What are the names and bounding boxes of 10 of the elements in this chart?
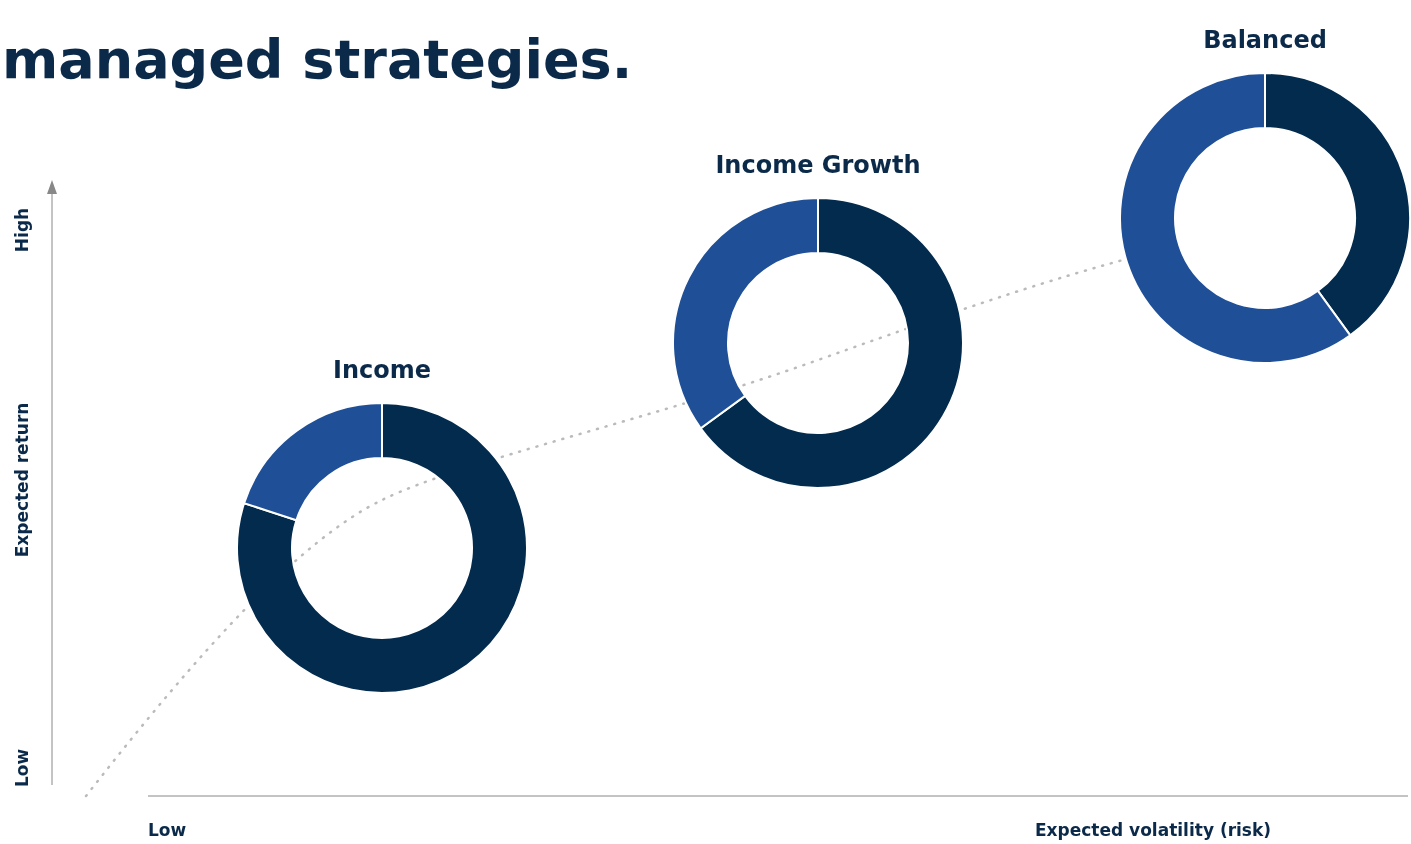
chart-title: Balanced (1203, 26, 1327, 54)
chart-title: Income Growth (715, 151, 921, 179)
text: Expected return (12, 402, 32, 558)
donut-slice (236, 402, 528, 694)
text: Low (148, 820, 187, 840)
text: Low (12, 748, 32, 788)
text: Expected volatility (risk) (1035, 820, 1272, 840)
chart-title: Income (332, 356, 432, 384)
text: managed strategies. (2, 28, 633, 91)
text: High (12, 207, 32, 253)
